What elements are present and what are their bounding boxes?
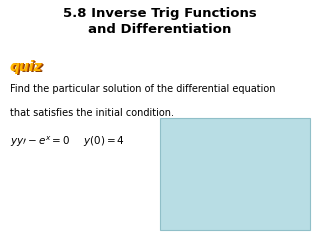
Text: that satisfies the initial condition.: that satisfies the initial condition. [10, 108, 173, 118]
Text: 5.8 Inverse Trig Functions
and Differentiation: 5.8 Inverse Trig Functions and Different… [63, 7, 257, 36]
Text: $y(0)=4$: $y(0)=4$ [83, 134, 125, 148]
Text: quiz: quiz [11, 61, 44, 75]
Text: quiz: quiz [10, 60, 43, 74]
Text: quiz: quiz [10, 60, 42, 74]
FancyBboxPatch shape [160, 118, 310, 230]
Text: $yy\prime-e^{x}=0$: $yy\prime-e^{x}=0$ [10, 134, 70, 149]
Text: Find the particular solution of the differential equation: Find the particular solution of the diff… [10, 84, 275, 94]
